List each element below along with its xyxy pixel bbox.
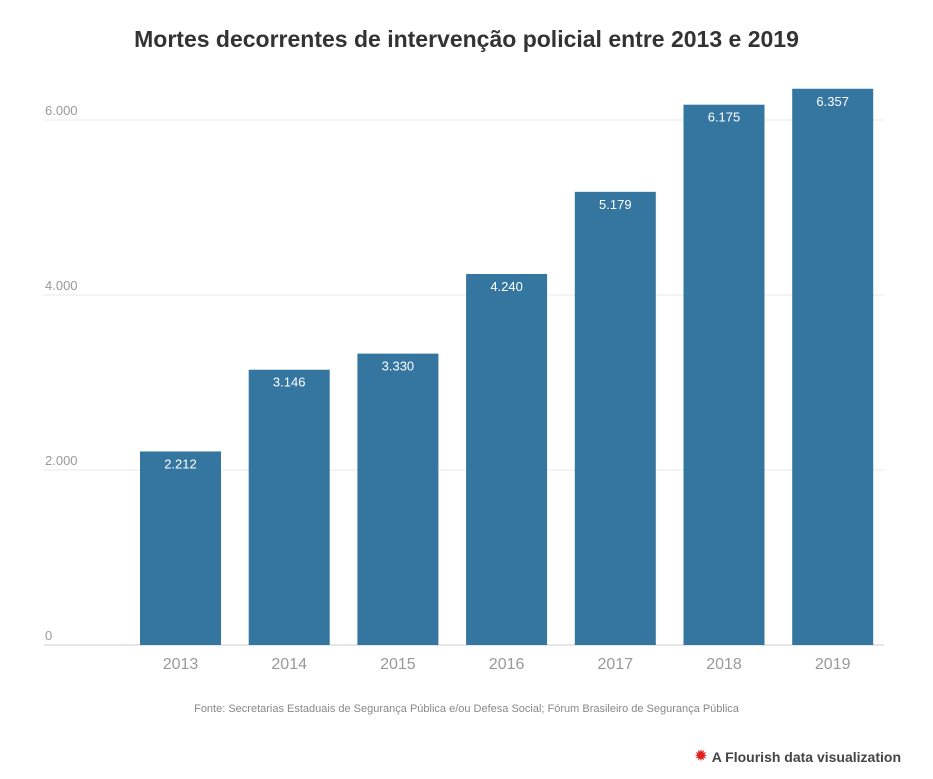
chart-title: Mortes decorrentes de intervenção polici… xyxy=(134,26,799,52)
bar-2018[interactable] xyxy=(683,104,765,645)
bar-2017[interactable] xyxy=(574,191,656,645)
y-tick-label: 6.000 xyxy=(45,103,78,118)
bar-2013[interactable] xyxy=(140,451,221,645)
value-label: 5.179 xyxy=(599,197,632,212)
source-note: Fonte: Secretarias Estaduais de Seguranç… xyxy=(194,703,739,715)
value-label: 2.212 xyxy=(164,456,197,471)
bar-2015[interactable] xyxy=(357,353,439,645)
flourish-logo-icon: ✹ xyxy=(694,748,708,765)
y-tick-label: 4.000 xyxy=(45,278,78,293)
x-tick-label: 2019 xyxy=(815,656,851,673)
bar-2019[interactable] xyxy=(792,88,874,645)
value-labels: 2.212 3.146 3.330 4.240 5.179 6.175 6.357 xyxy=(164,94,849,472)
x-tick-label: 2018 xyxy=(706,656,742,673)
value-label: 3.146 xyxy=(273,375,306,390)
x-tick-label: 2016 xyxy=(489,656,525,673)
bar-2014[interactable] xyxy=(248,369,330,645)
value-label: 3.330 xyxy=(382,359,415,374)
x-tick-label: 2017 xyxy=(598,656,634,673)
value-label: 4.240 xyxy=(490,279,523,294)
x-tick-label: 2014 xyxy=(271,656,307,673)
bars xyxy=(140,88,874,645)
value-label: 6.175 xyxy=(708,110,741,125)
y-tick-label: 0 xyxy=(45,628,52,643)
x-axis: 2013 2014 2015 2016 2017 2018 2019 xyxy=(163,656,851,673)
bar-2016[interactable] xyxy=(466,274,548,645)
bar-chart: 0 2.000 4.000 6.000 2.212 3.146 3.330 4.240 5.1… xyxy=(44,88,884,673)
x-tick-label: 2015 xyxy=(380,656,416,673)
value-label: 6.357 xyxy=(816,94,849,109)
credit-label: A Flourish data visualization xyxy=(711,749,901,765)
y-tick-label: 2.000 xyxy=(45,453,78,468)
flourish-credit[interactable]: ✹ A Flourish data visualization xyxy=(694,748,901,766)
x-tick-label: 2013 xyxy=(163,656,199,673)
y-axis: 0 2.000 4.000 6.000 xyxy=(45,103,78,643)
